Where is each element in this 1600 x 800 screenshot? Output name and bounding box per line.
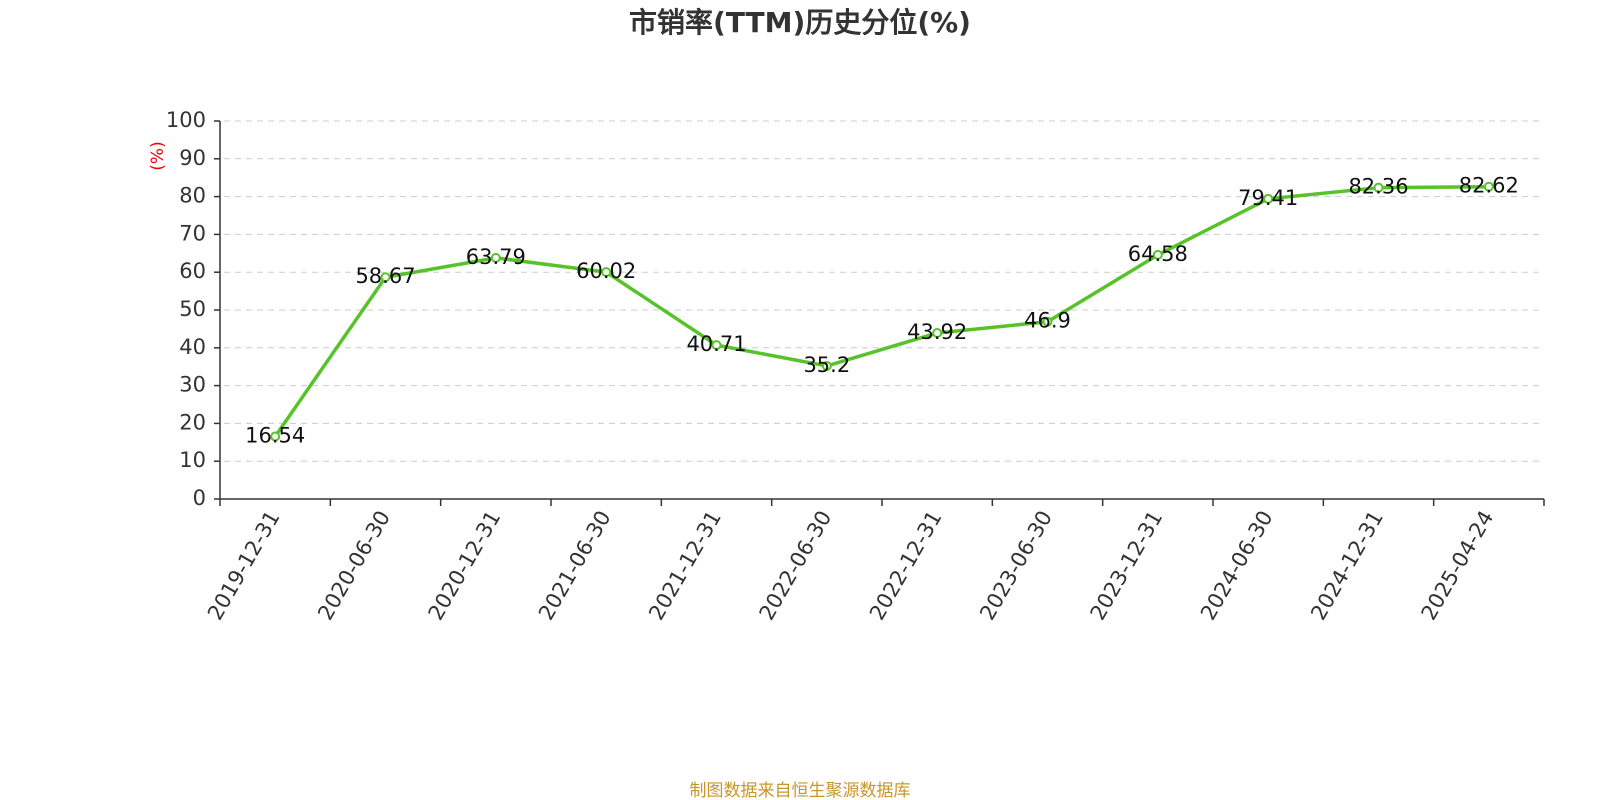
source-note: 制图数据来自恒生聚源数据库	[690, 781, 911, 800]
data-label: 82.36	[1348, 175, 1408, 199]
data-point	[1263, 193, 1274, 204]
data-label: 40.71	[686, 332, 746, 356]
data-label: 82.62	[1459, 174, 1519, 198]
x-tick-label: 2024-06-30	[1196, 507, 1278, 625]
y-tick-label: 30	[179, 373, 206, 397]
data-label: 60.02	[576, 259, 636, 283]
data-point	[1483, 181, 1494, 192]
data-point	[380, 272, 391, 283]
y-tick-label: 80	[179, 184, 206, 208]
x-tick-label: 2020-06-30	[313, 507, 395, 625]
x-tick-label: 2021-06-30	[534, 507, 616, 625]
chart-title: 市销率(TTM)历史分位(%)	[629, 6, 971, 39]
x-tick-label: 2025-04-24	[1417, 507, 1499, 625]
x-tick-label: 2023-06-30	[975, 507, 1057, 625]
data-label: 46.9	[1024, 309, 1071, 333]
x-tick-label: 2021-12-31	[644, 507, 726, 625]
data-point	[1373, 182, 1384, 193]
y-tick-label: 20	[179, 410, 206, 434]
data-label: 16.54	[245, 423, 305, 447]
x-tick-label: 2019-12-31	[203, 507, 285, 625]
data-label: 64.58	[1128, 242, 1188, 266]
data-point	[821, 360, 832, 371]
data-point	[270, 431, 281, 442]
y-tick-label: 10	[179, 448, 206, 472]
y-tick-label: 70	[179, 221, 206, 245]
data-point	[490, 252, 501, 263]
data-label: 58.67	[355, 264, 415, 288]
data-line	[273, 184, 1489, 438]
x-tick-label: 2022-06-30	[755, 507, 837, 625]
x-tick-label: 2020-12-31	[424, 507, 506, 625]
y-tick-label: 90	[179, 146, 206, 170]
x-tick-label: 2022-12-31	[865, 507, 947, 625]
data-label: 35.2	[803, 353, 850, 377]
data-label: 43.92	[907, 320, 967, 344]
x-tick-label: 2023-12-31	[1086, 507, 1168, 625]
y-tick-label: 60	[179, 259, 206, 283]
data-point	[601, 267, 612, 278]
data-point	[932, 327, 943, 338]
y-tick-label: 100	[166, 108, 206, 132]
data-label: 79.41	[1238, 186, 1298, 210]
data-label: 63.79	[466, 245, 526, 269]
x-tick-label: 2024-12-31	[1306, 507, 1388, 625]
data-point	[1152, 249, 1163, 260]
y-tick-label: 50	[179, 297, 206, 321]
y-tick-label: 0	[193, 486, 206, 510]
y-tick-label: 40	[179, 335, 206, 359]
y-axis-label: (%)	[148, 141, 168, 170]
data-point	[1042, 316, 1053, 327]
data-point	[711, 340, 722, 351]
